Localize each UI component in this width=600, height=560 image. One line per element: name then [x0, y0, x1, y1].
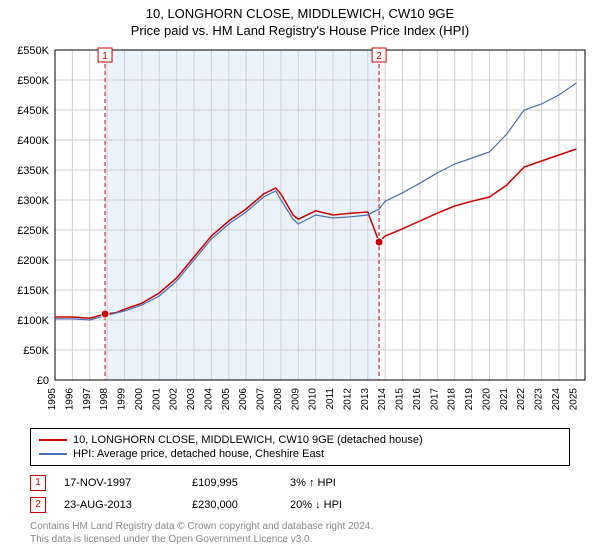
svg-text:2000: 2000	[134, 388, 145, 411]
svg-text:2018: 2018	[447, 388, 458, 411]
svg-text:2009: 2009	[290, 388, 301, 411]
svg-text:2001: 2001	[151, 388, 162, 411]
svg-text:£200K: £200K	[17, 255, 49, 267]
svg-text:2003: 2003	[186, 388, 197, 411]
svg-text:2014: 2014	[377, 388, 388, 411]
svg-text:2020: 2020	[481, 388, 492, 411]
title-block: 10, LONGHORN CLOSE, MIDDLEWICH, CW10 9GE…	[0, 0, 600, 40]
event-row: 2 23-AUG-2013 £230,000 20% ↓ HPI	[30, 494, 570, 516]
svg-text:2019: 2019	[464, 388, 475, 411]
footer-line-2: This data is licensed under the Open Gov…	[30, 533, 570, 546]
event-price: £109,995	[192, 477, 272, 489]
svg-text:2005: 2005	[221, 388, 232, 411]
event-row: 1 17-NOV-1997 £109,995 3% ↑ HPI	[30, 472, 570, 494]
event-date: 23-AUG-2013	[64, 499, 174, 511]
svg-text:2011: 2011	[325, 388, 336, 410]
svg-text:£400K: £400K	[17, 135, 49, 147]
svg-text:2004: 2004	[203, 388, 214, 411]
svg-text:1996: 1996	[64, 388, 75, 411]
legend-row: HPI: Average price, detached house, Ches…	[39, 447, 561, 461]
svg-text:£500K: £500K	[17, 75, 49, 87]
svg-text:2023: 2023	[534, 388, 545, 411]
svg-text:1997: 1997	[82, 388, 93, 411]
legend-label: HPI: Average price, detached house, Ches…	[73, 448, 324, 460]
footer: Contains HM Land Registry data © Crown c…	[30, 520, 570, 546]
events-list: 1 17-NOV-1997 £109,995 3% ↑ HPI 2 23-AUG-2013…	[30, 472, 570, 516]
svg-text:2: 2	[376, 51, 382, 62]
svg-text:2025: 2025	[568, 388, 579, 411]
root: 10, LONGHORN CLOSE, MIDDLEWICH, CW10 9GE…	[0, 0, 600, 546]
svg-text:2013: 2013	[360, 388, 371, 411]
legend-row: 10, LONGHORN CLOSE, MIDDLEWICH, CW10 9GE…	[39, 433, 561, 447]
svg-text:2006: 2006	[238, 388, 249, 411]
svg-text:1: 1	[102, 51, 108, 62]
title-line-1: 10, LONGHORN CLOSE, MIDDLEWICH, CW10 9GE	[0, 6, 600, 21]
footer-line-1: Contains HM Land Registry data © Crown c…	[30, 520, 570, 533]
svg-text:£450K: £450K	[17, 105, 49, 117]
title-line-2: Price paid vs. HM Land Registry's House …	[0, 23, 600, 38]
svg-text:2008: 2008	[273, 388, 284, 411]
chart-svg: £0 £50K £100K £150K £200K £250K £300K £350K £400…	[0, 40, 600, 420]
svg-text:2021: 2021	[499, 388, 510, 411]
legend: 10, LONGHORN CLOSE, MIDDLEWICH, CW10 9GE…	[30, 428, 570, 466]
svg-text:£150K: £150K	[17, 285, 49, 297]
svg-text:2022: 2022	[516, 388, 527, 411]
svg-text:2007: 2007	[256, 388, 267, 411]
svg-text:£300K: £300K	[17, 195, 49, 207]
event-pct: 3% ↑ HPI	[290, 477, 336, 489]
event-date: 17-NOV-1997	[64, 477, 174, 489]
svg-text:2024: 2024	[551, 388, 562, 411]
legend-swatch	[39, 453, 67, 455]
event-badge: 2	[30, 497, 46, 513]
chart: £0 £50K £100K £150K £200K £250K £300K £350K £400…	[0, 40, 600, 420]
svg-text:2016: 2016	[412, 388, 423, 411]
event-price: £230,000	[192, 499, 272, 511]
svg-text:£250K: £250K	[17, 225, 49, 237]
svg-text:2012: 2012	[342, 388, 353, 411]
legend-swatch	[39, 439, 67, 441]
svg-text:£50K: £50K	[23, 345, 49, 357]
svg-text:1995: 1995	[47, 388, 58, 411]
svg-text:1999: 1999	[117, 388, 128, 411]
svg-text:£550K: £550K	[17, 45, 49, 57]
svg-text:2010: 2010	[308, 388, 319, 411]
svg-text:1998: 1998	[99, 388, 110, 411]
svg-text:£0: £0	[37, 375, 49, 387]
svg-text:2002: 2002	[169, 388, 180, 411]
svg-text:2015: 2015	[395, 388, 406, 411]
svg-text:2017: 2017	[429, 388, 440, 411]
event-badge: 1	[30, 475, 46, 491]
svg-text:£100K: £100K	[17, 315, 49, 327]
event-pct: 20% ↓ HPI	[290, 499, 342, 511]
svg-text:£350K: £350K	[17, 165, 49, 177]
legend-label: 10, LONGHORN CLOSE, MIDDLEWICH, CW10 9GE…	[73, 434, 423, 446]
